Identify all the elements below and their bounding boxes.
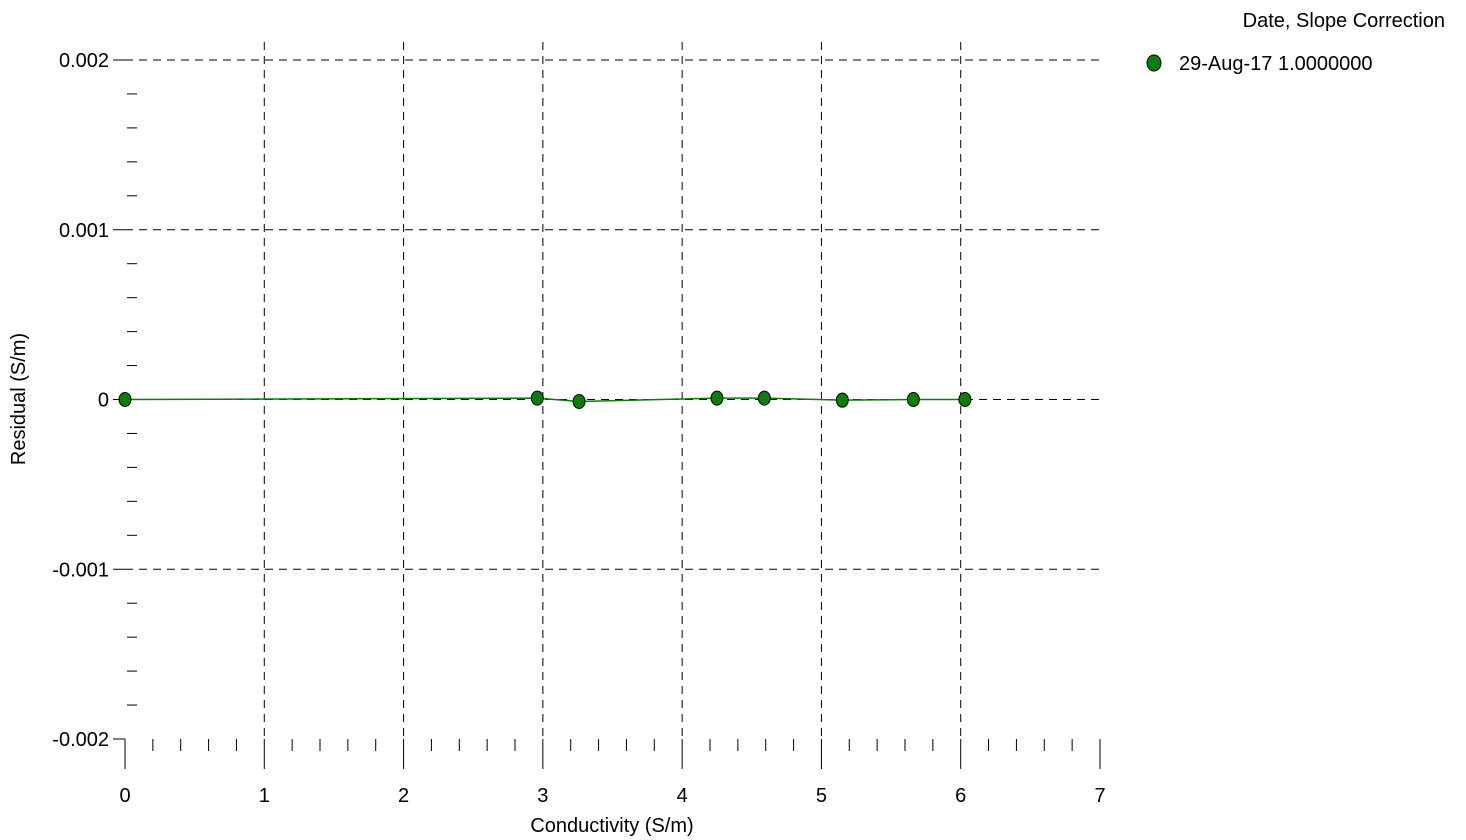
x-tick-label: 7 <box>1094 785 1105 807</box>
y-tick-label: 0.002 <box>59 50 109 72</box>
x-tick-label: 6 <box>955 785 966 807</box>
x-tick-label: 1 <box>259 785 270 807</box>
tick-labels: 0.002 0.001 0 -0.001 -0.002 0 1 2 3 4 5 6 7 <box>52 50 1105 807</box>
y-tick-label: 0 <box>98 390 109 412</box>
y-tick-label: -0.002 <box>52 729 109 751</box>
data-point <box>757 390 771 406</box>
legend-entry-label: 29-Aug-17 1.0000000 <box>1179 53 1373 75</box>
x-tick-label: 0 <box>119 785 130 807</box>
y-tick-label: -0.001 <box>52 559 109 581</box>
legend-marker <box>1146 54 1162 72</box>
series-line <box>124 397 965 403</box>
x-tick-label: 3 <box>537 785 548 807</box>
legend-title: Date, Slope Correction <box>1243 10 1445 32</box>
data-point <box>572 394 586 410</box>
legend: Date, Slope Correction 29-Aug-17 1.00000… <box>1146 10 1445 75</box>
x-tick-label: 5 <box>816 785 827 807</box>
data-point <box>958 392 972 407</box>
grid <box>113 42 1100 740</box>
data-point <box>710 390 724 406</box>
minor-ticks <box>124 93 1101 769</box>
series-layer <box>118 390 972 410</box>
x-tick-label: 4 <box>677 785 688 807</box>
data-point <box>906 392 920 407</box>
y-tick-label: 0.001 <box>59 220 109 242</box>
data-point <box>118 392 132 407</box>
x-tick-label: 2 <box>398 785 409 807</box>
data-point <box>530 390 544 406</box>
x-axis-label: Conductivity (S/m) <box>530 815 693 837</box>
data-point <box>835 392 849 408</box>
y-axis-label: Residual (S/m) <box>8 333 30 465</box>
